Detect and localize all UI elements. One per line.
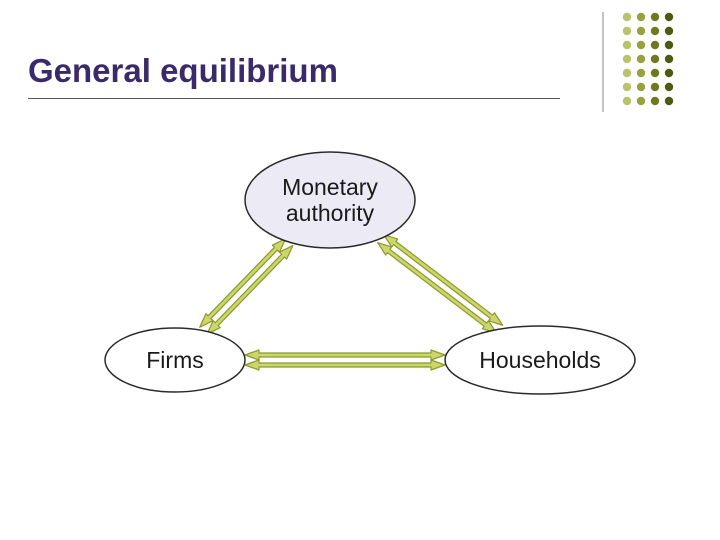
node-households-label: Households bbox=[479, 347, 600, 373]
node-monetary-authority: Monetaryauthority bbox=[245, 152, 415, 248]
corner-dots bbox=[623, 13, 673, 105]
node-firms: Firms bbox=[105, 328, 245, 392]
title-underline bbox=[28, 98, 560, 99]
node-monetary-label: Monetaryauthority bbox=[282, 174, 378, 227]
node-households: Households bbox=[445, 326, 635, 394]
page-title: General equilibrium bbox=[28, 52, 338, 90]
node-firms-label: Firms bbox=[146, 347, 203, 373]
